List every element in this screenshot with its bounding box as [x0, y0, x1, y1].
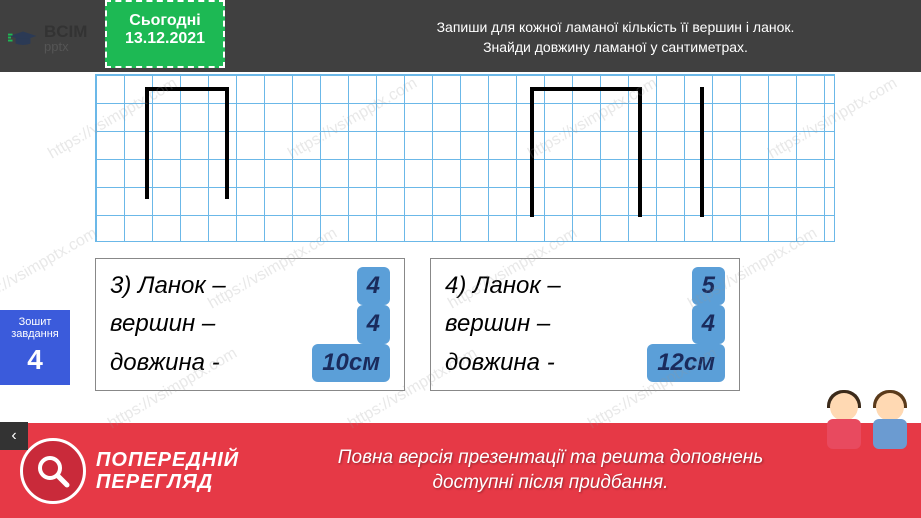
answer-row: 4) Ланок – 5 [445, 267, 725, 305]
date-value: 13.12.2021 [107, 30, 223, 48]
row-label: вершин – [110, 305, 215, 343]
logo-text-wrap: BCIM pptx [44, 24, 87, 54]
workbook-label2: завдання [0, 328, 70, 340]
polyline-shape-4-tail [700, 87, 704, 217]
value-chip: 4 [692, 305, 725, 343]
task-line-2: Знайди довжину ламаної у сантиметрах. [350, 38, 881, 58]
answer-row: довжина - 12см [445, 344, 725, 382]
task-instructions: Запиши для кожної ламаної кількість її в… [350, 18, 881, 57]
polyline-shape-4 [530, 87, 642, 217]
answer-row: вершин – 4 [110, 305, 390, 343]
banner-title: ПОПЕРЕДНІЙ ПЕРЕГЛЯД [96, 449, 239, 493]
answer-box-4: 4) Ланок – 5 вершин – 4 довжина - 12см [430, 258, 740, 391]
date-label: Сьогодні [107, 12, 223, 30]
logo-name: BCIM [44, 24, 87, 39]
workbook-tab[interactable]: Зошит завдання 4 [0, 310, 70, 385]
child-boy [869, 393, 911, 458]
answer-row: довжина - 10см [110, 344, 390, 382]
value-chip: 10см [312, 344, 390, 382]
graduation-cap-icon [8, 30, 38, 48]
value-chip: 12см [647, 344, 725, 382]
row-label: 4) Ланок – [445, 267, 561, 305]
task-line-1: Запиши для кожної ламаної кількість її в… [350, 18, 881, 38]
magnifier-icon [35, 453, 71, 489]
magnifier-badge [20, 438, 86, 504]
row-label: довжина - [110, 344, 220, 382]
date-badge: Сьогодні 13.12.2021 [105, 0, 225, 68]
child-girl [823, 393, 865, 458]
answer-box-3: 3) Ланок – 4 вершин – 4 довжина - 10см [95, 258, 405, 391]
prev-slide-button[interactable]: ‹ [0, 422, 28, 450]
value-chip: 4 [357, 267, 390, 305]
children-illustration [823, 393, 911, 463]
logo-sub: pptx [44, 39, 87, 54]
answer-row: 3) Ланок – 4 [110, 267, 390, 305]
value-chip: 4 [357, 305, 390, 343]
row-label: довжина - [445, 344, 555, 382]
answer-row: вершин – 4 [445, 305, 725, 343]
workbook-label1: Зошит [0, 316, 70, 328]
answer-boxes: 3) Ланок – 4 вершин – 4 довжина - 10см 4… [95, 258, 740, 391]
row-label: вершин – [445, 305, 550, 343]
logo: BCIM pptx [8, 24, 87, 54]
banner-main: ПОПЕРЕДНІЙ ПЕРЕГЛЯД Повна версія презент… [0, 423, 921, 518]
polyline-shape-3 [145, 87, 229, 199]
value-chip: 5 [692, 267, 725, 305]
row-label: 3) Ланок – [110, 267, 226, 305]
preview-banner: ‹ ПОПЕРЕДНІЙ ПЕРЕГЛЯД Повна версія презе… [0, 404, 921, 518]
banner-message: Повна версія презентації та решта доповн… [240, 446, 861, 495]
workbook-number: 4 [0, 344, 70, 376]
